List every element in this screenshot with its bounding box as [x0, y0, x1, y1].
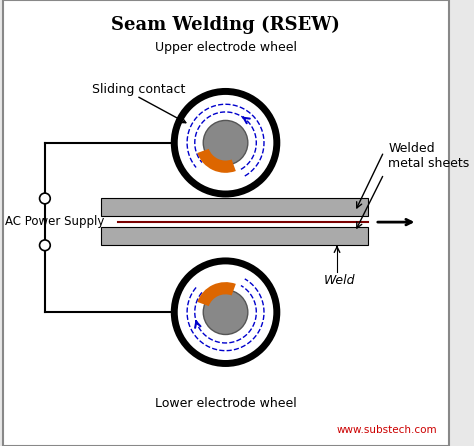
- Circle shape: [39, 240, 50, 251]
- Bar: [100, 227, 368, 245]
- Text: Upper electrode wheel: Upper electrode wheel: [155, 41, 297, 54]
- FancyBboxPatch shape: [2, 0, 448, 446]
- Circle shape: [174, 91, 277, 194]
- Bar: [100, 198, 368, 216]
- Circle shape: [203, 290, 248, 334]
- Circle shape: [203, 120, 248, 165]
- Text: www.substech.com: www.substech.com: [337, 425, 438, 435]
- Text: Weld: Weld: [324, 274, 355, 288]
- Text: Welded
metal sheets: Welded metal sheets: [388, 142, 470, 170]
- Circle shape: [174, 261, 277, 363]
- Text: Lower electrode wheel: Lower electrode wheel: [155, 397, 296, 410]
- Wedge shape: [197, 282, 236, 306]
- Wedge shape: [197, 149, 236, 173]
- Circle shape: [39, 193, 50, 204]
- Text: Seam Welding (RSEW): Seam Welding (RSEW): [111, 16, 340, 33]
- Text: AC Power Supply: AC Power Supply: [5, 215, 104, 228]
- Text: Sliding contact: Sliding contact: [92, 83, 185, 96]
